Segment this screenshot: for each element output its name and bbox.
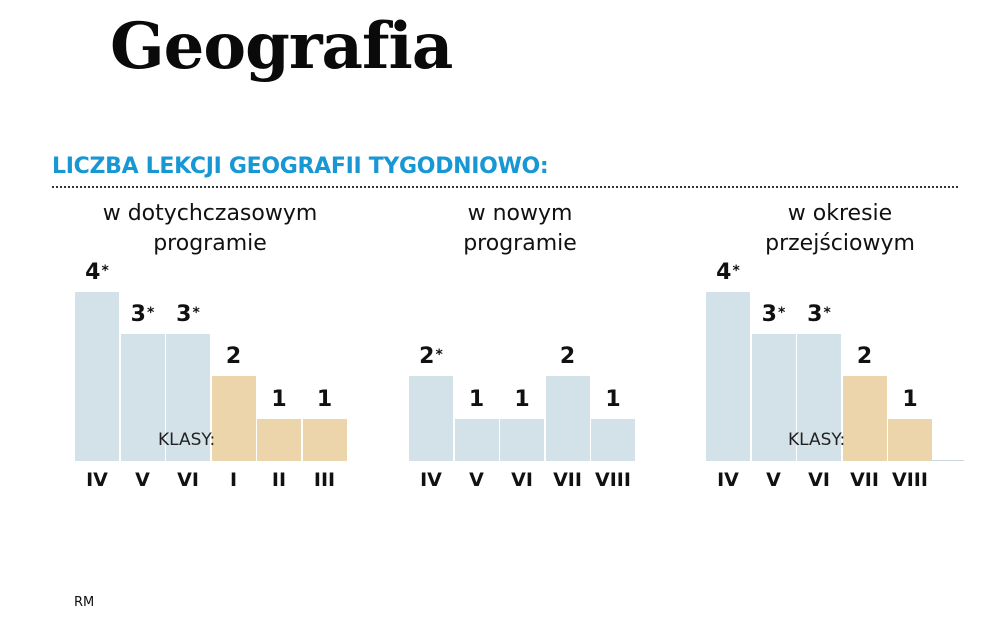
chart-3-category-label: IV	[717, 469, 739, 491]
value-number: 1	[605, 387, 621, 412]
chart-2-category-label: V	[469, 469, 484, 491]
chart-1-category-label: VI	[177, 469, 199, 491]
value-number: 1	[902, 387, 918, 412]
chart-1-bar-iii	[302, 419, 347, 461]
chart-2-title-line-2: programie	[463, 231, 577, 256]
chart-3-title: w okresie przejściowym	[700, 199, 980, 259]
chart-2-category-label: IV	[420, 469, 442, 491]
chart-3-value-label: 1	[888, 388, 932, 412]
value-number: 1	[316, 387, 333, 412]
page-title: Geografia	[110, 9, 453, 84]
value-number: 2	[225, 344, 242, 369]
value-number: 4	[716, 260, 732, 285]
asterisk-icon: *	[192, 305, 200, 321]
chart-2-value-label: 1	[500, 388, 544, 412]
asterisk-icon: *	[732, 263, 740, 279]
chart-1-value-label: 2	[212, 345, 256, 369]
chart-1-title-line-2: programie	[153, 231, 267, 256]
chart-1-bar-vi	[166, 334, 210, 461]
chart-1-category-label: III	[313, 469, 336, 491]
chart-3-baseline-extension	[932, 460, 964, 461]
value-number: 3	[176, 302, 192, 327]
value-number: 3	[761, 302, 777, 327]
chart-2-category-label: VIII	[595, 469, 631, 491]
chart-2-category-label: VII	[553, 469, 582, 491]
chart-1-category-label: IV	[86, 469, 108, 491]
chart-2-title-line-1: w nowym	[467, 201, 573, 226]
asterisk-icon: *	[435, 347, 443, 363]
chart-3-category-label: VII	[850, 469, 879, 491]
chart-3-bar-iv	[706, 292, 750, 461]
value-number: 1	[514, 387, 530, 412]
value-number: 2	[559, 344, 576, 369]
chart-3-value-label: 3*	[797, 303, 841, 327]
chart-3-category-label: VI	[808, 469, 830, 491]
asterisk-icon: *	[823, 305, 831, 321]
chart-3-bar-vi	[797, 334, 841, 461]
chart-3-value-label: 4*	[706, 261, 750, 285]
chart-3-category-label: VIII	[892, 469, 928, 491]
author-credit: RM	[74, 595, 95, 610]
chart-subtitle: LICZBA LEKCJI GEOGRAFII TYGODNIOWO:	[52, 154, 549, 179]
asterisk-icon: *	[777, 305, 786, 321]
chart-3-category-label: V	[766, 469, 781, 491]
chart-1-klasy-label: KLASY:	[158, 430, 216, 450]
chart-1-value-label: 1	[303, 388, 347, 412]
chart-2-title: w nowym programie	[400, 199, 640, 259]
value-number: 2	[856, 344, 873, 369]
chart-3-bar-vii	[842, 376, 887, 461]
dotted-divider	[52, 186, 958, 188]
chart-2-value-label: 2*	[409, 345, 453, 369]
chart-2-bar-viii	[591, 419, 635, 461]
chart-2-bar-vi	[500, 419, 544, 461]
value-number: 3	[130, 302, 146, 327]
chart-2-value-label: 2	[546, 345, 590, 369]
chart-2-bar-iv	[409, 376, 453, 461]
chart-3-value-label: 2	[843, 345, 887, 369]
chart-1-category-label: I	[229, 469, 238, 491]
chart-3-title-line-2: przejściowym	[765, 231, 915, 256]
chart-3-klasy-label: KLASY:	[788, 430, 846, 450]
chart-1-title-line-1: w dotychczasowym	[102, 201, 318, 226]
value-number: 1	[468, 387, 485, 412]
chart-2-bar-vii	[545, 376, 590, 461]
chart-2-category-label: VI	[511, 469, 533, 491]
chart-1-value-label: 3*	[166, 303, 210, 327]
chart-1-bar-i	[211, 376, 256, 461]
value-number: 4	[85, 260, 101, 285]
chart-1-bar-v	[120, 334, 165, 461]
chart-3-value-label: 3*	[752, 303, 796, 327]
chart-1-category-label: II	[271, 469, 287, 491]
chart-3-bar-v	[751, 334, 796, 461]
chart-2-value-label: 1	[455, 388, 499, 412]
chart-1-bar-iv	[75, 292, 119, 461]
chart-2-value-label: 1	[591, 388, 635, 412]
chart-1-title: w dotychczasowym programie	[60, 199, 360, 259]
asterisk-icon: *	[146, 305, 155, 321]
chart-1-bar-ii	[257, 419, 301, 461]
chart-1-value-label: 1	[257, 388, 301, 412]
value-number: 1	[271, 387, 287, 412]
chart-3-title-line-1: w okresie	[787, 201, 893, 226]
value-number: 3	[807, 302, 823, 327]
chart-1-category-label: V	[135, 469, 150, 491]
asterisk-icon: *	[101, 263, 109, 279]
chart-2-bar-v	[454, 419, 499, 461]
chart-3-bar-viii	[888, 419, 932, 461]
chart-1-value-label: 3*	[121, 303, 165, 327]
value-number: 2	[419, 344, 435, 369]
chart-1-value-label: 4*	[75, 261, 119, 285]
